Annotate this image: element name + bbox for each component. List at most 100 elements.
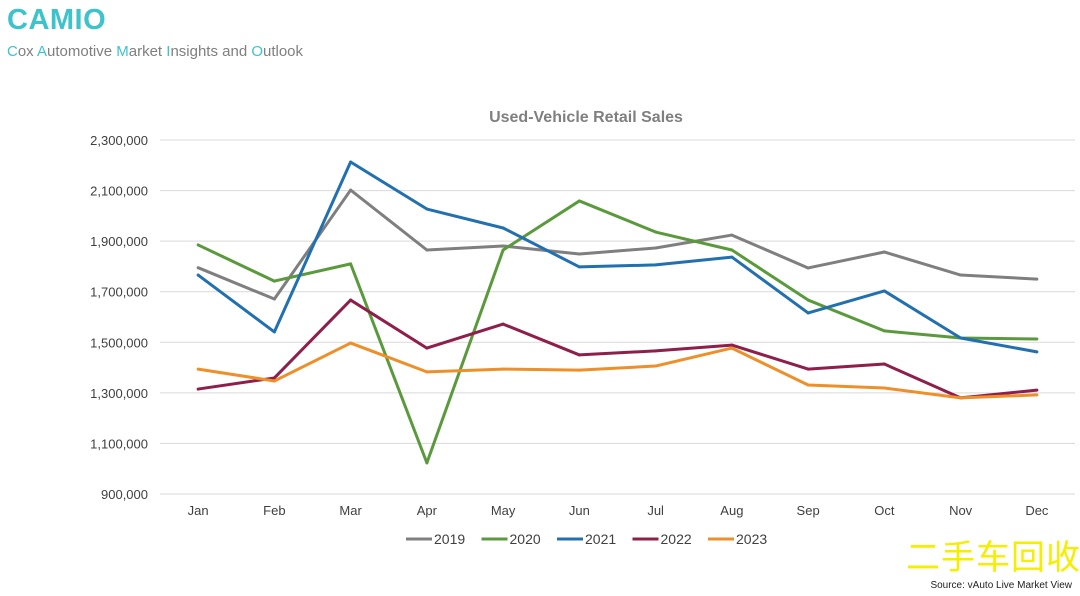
x-tick-label: Nov: [949, 503, 973, 518]
data-point-2020: [196, 243, 200, 247]
data-point-2023: [806, 383, 810, 387]
data-point-2022: [654, 349, 658, 353]
y-tick-label: 2,100,000: [90, 184, 148, 199]
data-point-2023: [501, 367, 505, 371]
data-point-2019: [959, 273, 963, 277]
legend-label: 2023: [736, 531, 767, 547]
legend-label: 2021: [585, 531, 616, 547]
data-point-2022: [349, 298, 353, 302]
data-point-2023: [577, 368, 581, 372]
data-point-2020: [501, 248, 505, 252]
data-point-2019: [730, 233, 734, 237]
data-point-2020: [272, 279, 276, 283]
x-tick-label: Oct: [874, 503, 895, 518]
y-tick-label: 1,900,000: [90, 234, 148, 249]
y-tick-label: 900,000: [101, 487, 148, 502]
brand-logo: CAMIO: [7, 4, 107, 36]
tagline-text: arket: [128, 43, 167, 60]
data-point-2021: [425, 207, 429, 211]
chart-title: Used-Vehicle Retail Sales: [489, 109, 683, 126]
data-point-2021: [272, 330, 276, 334]
tagline-text: nsights and: [170, 43, 252, 60]
data-point-2020: [349, 262, 353, 266]
series-line-2023: [197, 341, 1037, 400]
data-point-2023: [882, 386, 886, 390]
tagline-initial: M: [116, 43, 129, 60]
data-point-2019: [654, 246, 658, 250]
data-point-2020: [425, 461, 429, 465]
data-point-2019: [272, 297, 276, 301]
data-point-2022: [1035, 388, 1039, 392]
data-point-2020: [1035, 337, 1039, 341]
data-point-2023: [1035, 393, 1039, 397]
data-point-2022: [501, 322, 505, 326]
data-point-2023: [425, 370, 429, 374]
data-point-2019: [349, 188, 353, 192]
source-note: Source: vAuto Live Market View: [930, 580, 1072, 591]
data-point-2019: [577, 252, 581, 256]
data-point-2021: [882, 289, 886, 293]
data-point-2023: [654, 364, 658, 368]
y-tick-label: 1,100,000: [90, 436, 148, 451]
data-point-2023: [196, 367, 200, 371]
data-point-2023: [272, 379, 276, 383]
data-point-2022: [425, 346, 429, 350]
data-point-2023: [349, 341, 353, 345]
data-point-2021: [1035, 350, 1039, 354]
data-point-2020: [730, 248, 734, 252]
data-point-2020: [577, 199, 581, 203]
data-point-2021: [959, 336, 963, 340]
x-tick-label: Feb: [263, 503, 285, 518]
y-tick-label: 1,300,000: [90, 386, 148, 401]
tagline-initial: C: [7, 43, 18, 60]
y-tick-label: 1,500,000: [90, 335, 148, 350]
x-tick-label: Mar: [339, 503, 362, 518]
data-point-2022: [882, 362, 886, 366]
data-point-2022: [577, 353, 581, 357]
series-line-2019: [197, 188, 1037, 301]
data-point-2023: [959, 396, 963, 400]
y-tick-label: 1,700,000: [90, 285, 148, 300]
data-point-2021: [196, 273, 200, 277]
tagline-initial: A: [37, 43, 48, 60]
tagline-text: utomotive: [47, 43, 117, 60]
x-tick-label: Dec: [1025, 503, 1049, 518]
x-tick-label: Aug: [720, 503, 743, 518]
data-point-2019: [1035, 277, 1039, 281]
x-tick-label: Jun: [569, 503, 590, 518]
y-tick-label: 2,300,000: [90, 133, 148, 148]
x-tick-label: Jan: [188, 503, 209, 518]
data-point-2022: [196, 387, 200, 391]
data-point-2019: [882, 250, 886, 254]
legend-label: 2019: [434, 531, 465, 547]
data-point-2021: [349, 160, 353, 164]
x-tick-label: Apr: [417, 503, 438, 518]
x-tick-label: Sep: [797, 503, 820, 518]
x-tick-label: Jul: [647, 503, 664, 518]
data-point-2021: [501, 226, 505, 230]
data-point-2019: [501, 244, 505, 248]
data-point-2022: [806, 367, 810, 371]
data-point-2020: [806, 298, 810, 302]
legend-label: 2022: [661, 531, 692, 547]
tagline-initial: I: [166, 43, 171, 60]
data-point-2019: [425, 248, 429, 252]
data-point-2021: [806, 311, 810, 315]
tagline-initial: O: [251, 43, 263, 60]
data-point-2021: [654, 263, 658, 267]
data-point-2023: [730, 346, 734, 350]
x-tick-label: May: [491, 503, 516, 518]
data-point-2021: [577, 265, 581, 269]
series-line-2021: [197, 160, 1038, 354]
series-line-2022: [197, 298, 1038, 400]
data-point-2020: [882, 329, 886, 333]
tagline: Cox Automotive Market Insights and Outlo…: [7, 43, 303, 60]
watermark: 二手车回收: [906, 539, 1080, 577]
tagline-text: utlook: [263, 43, 304, 60]
legend-label: 2020: [510, 531, 541, 547]
data-point-2022: [730, 343, 734, 347]
tagline-text: ox: [17, 43, 38, 60]
data-point-2019: [196, 266, 200, 270]
data-point-2022: [272, 376, 276, 380]
